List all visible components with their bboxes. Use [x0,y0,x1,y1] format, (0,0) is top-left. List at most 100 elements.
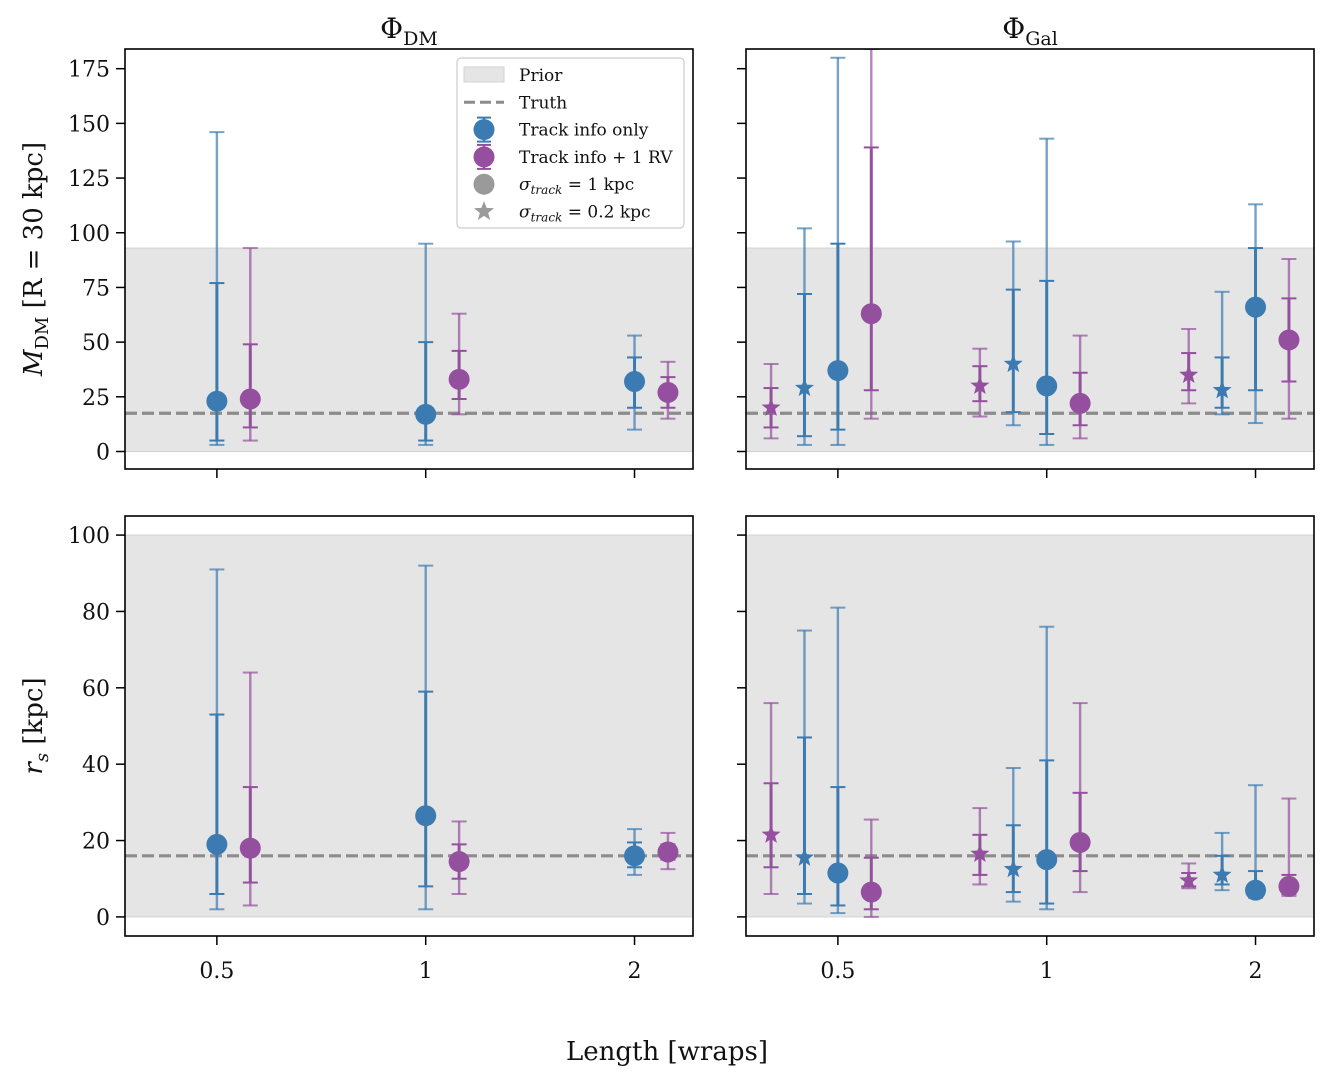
point-track_rv-circle [448,312,470,416]
point-track-star [794,227,814,446]
ylabel-rest-mass: [R = 30 kpc] [19,142,49,317]
marker-star [794,847,814,866]
point-track_rv-circle [448,820,470,895]
y-tick-label: 0 [96,906,110,931]
marker-circle [239,388,261,410]
legend-sigma: σ [519,175,531,195]
marker-circle [239,837,261,859]
legend-label: Track info + 1 RV [519,148,673,168]
marker-circle [206,390,228,412]
legend-marker-circle [473,119,495,141]
legend: Prior Truth Track info only Track info + 1 … [456,57,685,229]
ylabel-symbol-mass: M [19,348,49,377]
prior-band [124,247,694,452]
marker-star [761,824,781,843]
legend-item-truth: Truth [464,93,567,113]
marker-star [1212,864,1232,883]
legend-item-prior: Prior [463,66,563,86]
x-tick-label: 0.5 [199,959,234,984]
marker-circle [827,862,849,884]
panel-frame [124,515,694,937]
legend-label: Prior [519,66,563,86]
point-track-star [1212,831,1232,892]
marker-circle [1069,831,1091,853]
marker-circle [415,403,437,425]
point-track-circle [1245,784,1267,901]
y-tick-label: 60 [82,677,110,702]
point-track-circle [827,606,849,915]
x-tick-label: 1 [1040,959,1054,984]
y-tick-label: 0 [96,441,110,466]
panel-rs-gal: 0.5 1 2 [737,515,1315,984]
x-tick-label: 1 [419,959,433,984]
point-track-circle [827,56,849,446]
y-tick-label: 40 [82,753,110,778]
marker-star [1179,364,1199,384]
point-track_rv-star [1179,328,1199,405]
y-tick-label: 175 [68,58,110,83]
point-track_rv-star [761,363,781,440]
point-track-star [1003,767,1023,903]
data-points [206,564,679,911]
legend-frame [456,57,685,229]
ylabel-sub-rs: s [32,753,53,762]
column-title-dm: ΦDM [380,12,438,50]
point-track-star [1003,240,1023,427]
marker-star [1003,354,1023,373]
point-track-circle [1036,625,1058,911]
marker-circle [827,360,849,382]
data-points [761,606,1300,918]
point-track-circle [206,568,228,911]
ylabel-mass: MDM [R = 30 kpc] [19,142,53,377]
point-track_rv-circle [239,671,261,907]
ylabel-symbol-rs: r [19,761,49,775]
y-tick-label: 50 [82,331,110,356]
marker-star [1003,859,1023,878]
y-tick-label: 25 [82,386,110,411]
marker-star [794,378,814,397]
point-track-circle [1036,137,1058,446]
marker-circle [448,368,470,390]
point-track_rv-circle [860,49,882,420]
ylabel-rs: rs [kpc] [19,677,53,774]
legend-label: σtrack = 1 kpc [519,175,634,197]
y-tick-label: 80 [82,600,110,625]
point-track_rv-circle [657,360,679,420]
point-track_rv-circle [1278,797,1300,897]
point-track_rv-circle [860,818,882,918]
legend-prior-patch [463,66,505,83]
point-track-circle [415,242,437,446]
marker-circle [1069,392,1091,414]
point-track-circle [624,334,646,431]
marker-star [970,375,990,394]
legend-item-track_rv: Track info + 1 RV [473,143,673,170]
legend-marker-circle [473,146,495,168]
point-track_rv-star [761,702,781,895]
point-track_rv-circle [1069,334,1091,440]
marker-circle [860,881,882,903]
panel-frame [745,48,1315,470]
x-tick-label: 2 [628,959,642,984]
marker-star [761,397,781,416]
data-points [761,49,1300,446]
marker-circle [1036,849,1058,871]
legend-label: Track info only [519,121,649,141]
point-track_rv-star [970,347,990,418]
point-track_rv-circle [1069,702,1091,894]
point-track_rv-circle [1278,258,1300,420]
prior-band [745,247,1315,452]
legend-label: Truth [519,93,567,113]
marker-star [1179,870,1199,889]
point-track_rv-circle [657,831,679,871]
legend-sigma-value: = 1 kpc [562,175,634,195]
point-track-star [794,629,814,905]
marker-circle [657,381,679,403]
point-track_rv-star [970,807,990,886]
prior-band [124,534,694,918]
point-track-star [1212,290,1232,416]
legend-sigma: σ [519,203,531,223]
y-tick-label: 100 [68,524,110,549]
panel-frame [124,48,694,470]
point-track-circle [624,828,646,876]
marker-star [1212,380,1232,399]
